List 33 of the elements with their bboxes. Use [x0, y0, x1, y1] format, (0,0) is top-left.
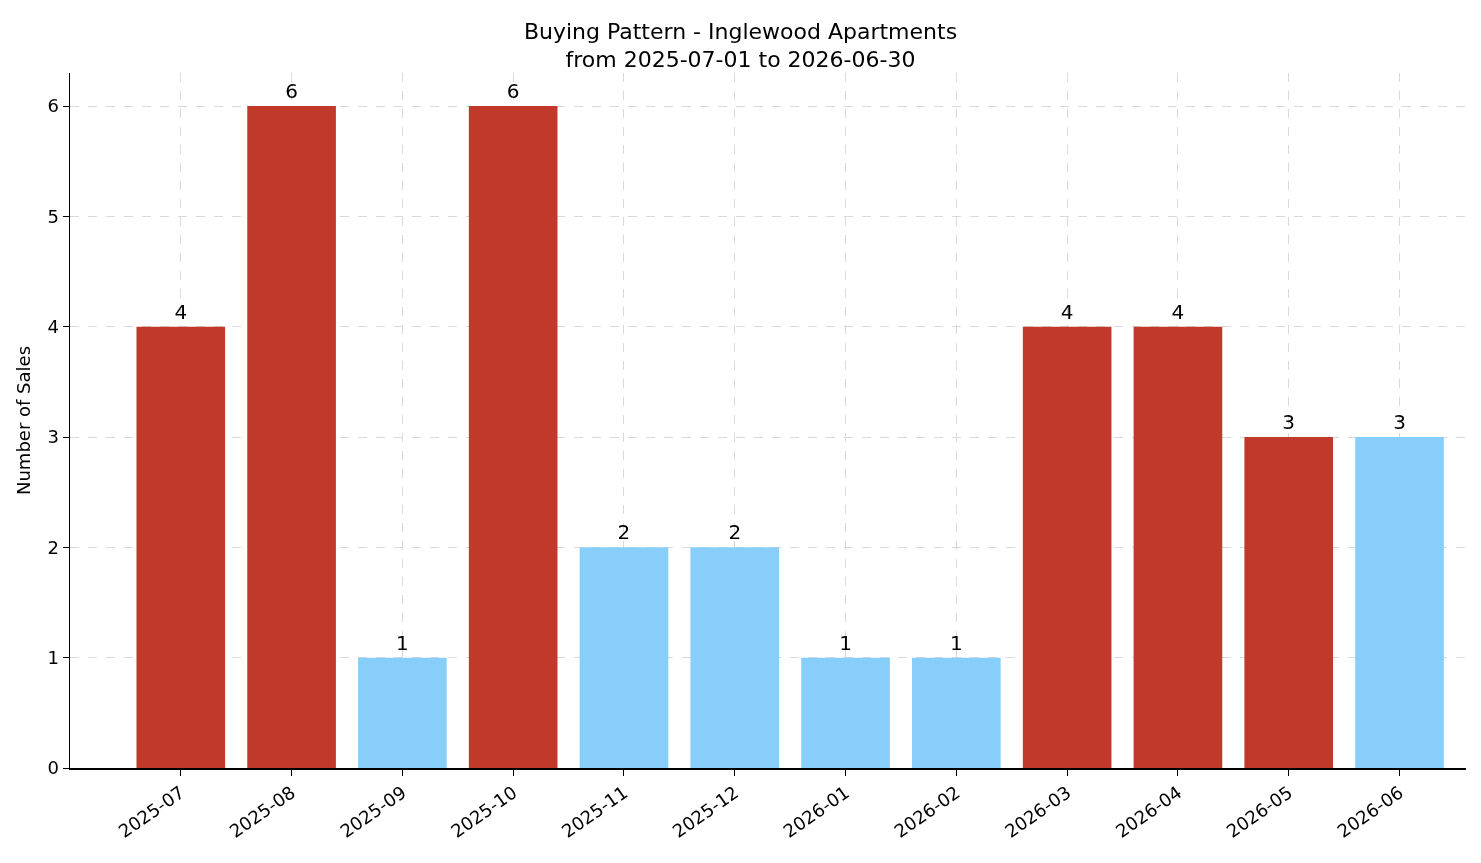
y-axis-title: Number of Sales [12, 345, 34, 496]
y-tick-label: 1 [47, 646, 59, 668]
data-label: 4 [1060, 299, 1074, 324]
data-label: 3 [1282, 410, 1296, 435]
data-label: 4 [174, 299, 188, 324]
data-label: 1 [949, 630, 963, 655]
data-label: 1 [839, 630, 852, 655]
bar [690, 547, 780, 768]
y-tick-label: 2 [47, 536, 59, 558]
data-label: 6 [506, 79, 520, 104]
data-label: 4 [1171, 299, 1185, 324]
y-tick-label: 4 [47, 316, 59, 338]
bar [1133, 326, 1223, 768]
bar [136, 326, 226, 768]
bar [358, 657, 447, 768]
y-tick-label: 3 [47, 426, 59, 448]
data-label: 3 [1393, 410, 1406, 435]
bar [801, 657, 890, 768]
bar [1022, 326, 1112, 768]
data-label: 2 [617, 520, 631, 545]
data-label: 1 [396, 630, 409, 655]
bar [912, 657, 1001, 768]
bar [468, 106, 558, 768]
chart-title: Buying Pattern - Inglewood Apartments from 2025-07-01 to 2026-06-30 [523, 18, 958, 73]
bar [247, 106, 336, 768]
bar [579, 547, 669, 768]
y-tick-label: 5 [47, 205, 59, 227]
y-tick-label: 0 [47, 757, 59, 779]
data-label: 6 [285, 79, 298, 104]
bar [1355, 437, 1444, 768]
y-tick-label: 6 [47, 95, 59, 117]
data-label: 2 [728, 520, 742, 545]
bar [1244, 437, 1334, 768]
